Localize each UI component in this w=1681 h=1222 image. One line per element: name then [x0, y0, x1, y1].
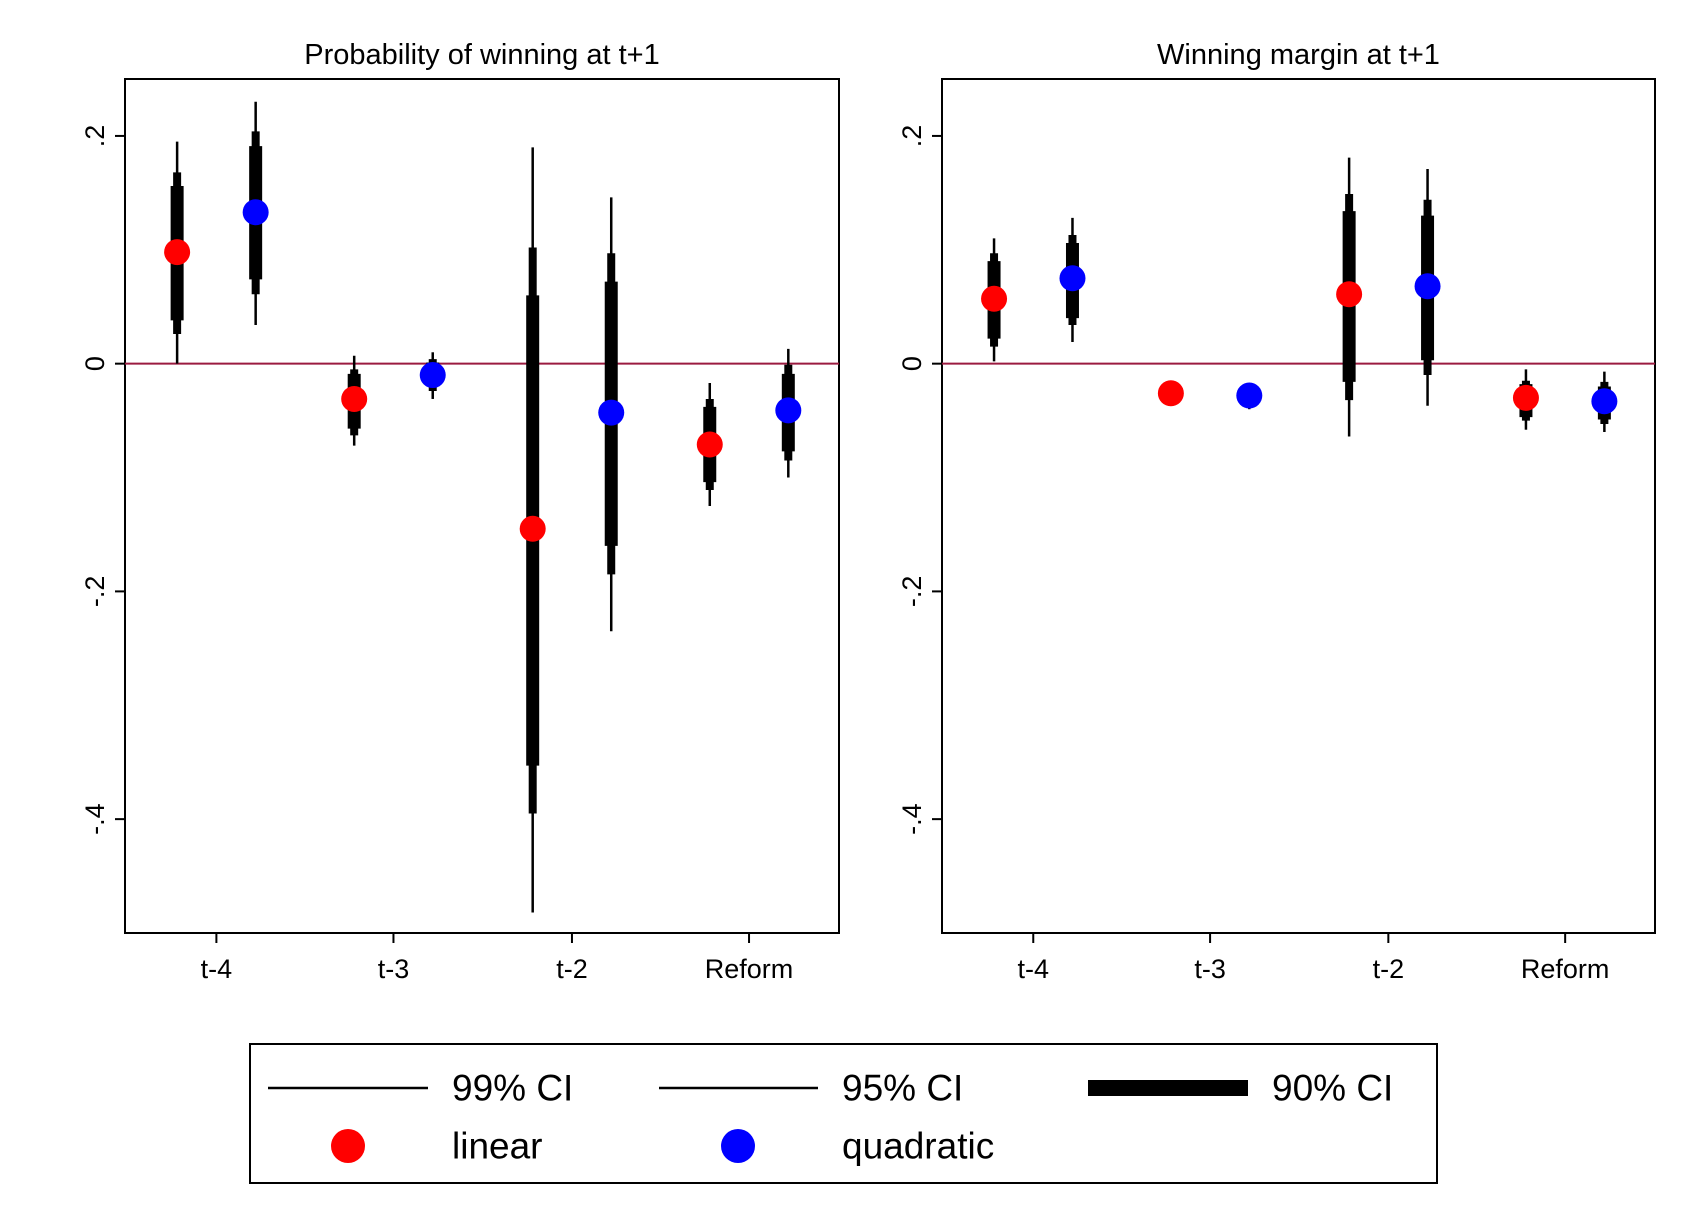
point-estimate-linear [164, 239, 191, 266]
plot-frame [124, 78, 840, 934]
chart-title: Probability of winning at t+1 [304, 39, 659, 71]
y-tick-label: -.4 [80, 803, 110, 835]
point-estimate-linear [1512, 384, 1539, 411]
point-estimate-linear [1157, 380, 1184, 407]
x-tick-label: t-4 [201, 954, 233, 984]
legend-item-quadratic-marker [721, 1129, 755, 1163]
point-estimate-quadratic [1236, 382, 1263, 409]
point-estimate-linear [696, 431, 723, 458]
x-tick-label: t-4 [1018, 954, 1050, 984]
chart-title: Winning margin at t+1 [1157, 39, 1440, 71]
legend-item-linear-marker [331, 1129, 365, 1163]
legend-item-99-ci-label: 99% CI [452, 1068, 573, 1109]
chart-panel-2: Winning margin at t+1 .2 0 -.2 -.4 t-4 t-3 t-2 R… [897, 39, 1656, 984]
y-tick-label: -.2 [897, 576, 927, 608]
x-tick-label: t-2 [556, 954, 588, 984]
legend-item-linear-label: linear [452, 1126, 543, 1167]
point-estimate-quadratic [1414, 273, 1441, 300]
legend-item-95-ci-label: 95% CI [842, 1068, 963, 1109]
point-estimate-quadratic [775, 397, 802, 424]
point-estimate-quadratic [242, 199, 269, 226]
y-tick-label: 0 [897, 356, 927, 371]
x-tick-label: t-3 [1194, 954, 1226, 984]
legend: 99% CI 95% CI 90% CI linear quadratic [249, 1043, 1438, 1184]
point-estimate-quadratic [419, 362, 446, 389]
chart-panel-1: Probability of winning at t+1 .2 0 -.2 -.4 t-… [80, 39, 840, 984]
legend-item-90-ci-label: 90% CI [1272, 1068, 1393, 1109]
point-estimate-quadratic [1059, 265, 1086, 292]
plot-frame [941, 78, 1656, 934]
point-estimate-quadratic [1591, 388, 1618, 415]
point-estimate-linear [1336, 281, 1363, 308]
x-tick-label: Reform [705, 954, 794, 984]
chart-panels: Probability of winning at t+1 .2 0 -.2 -.4 t-… [80, 39, 1656, 984]
y-tick-label: 0 [80, 356, 110, 371]
x-tick-label: Reform [1521, 954, 1610, 984]
point-estimate-linear [341, 385, 368, 412]
x-tick-label: t-2 [1373, 954, 1405, 984]
point-estimate-linear [981, 285, 1008, 312]
y-tick-label: .2 [897, 125, 927, 148]
y-tick-label: .2 [80, 125, 110, 148]
legend-item-quadratic-label: quadratic [842, 1126, 994, 1167]
y-tick-label: -.4 [897, 803, 927, 835]
x-tick-label: t-3 [378, 954, 410, 984]
point-estimate-linear [519, 515, 546, 542]
y-tick-label: -.2 [80, 576, 110, 608]
point-estimate-quadratic [598, 399, 625, 426]
legend-box [249, 1043, 1438, 1184]
